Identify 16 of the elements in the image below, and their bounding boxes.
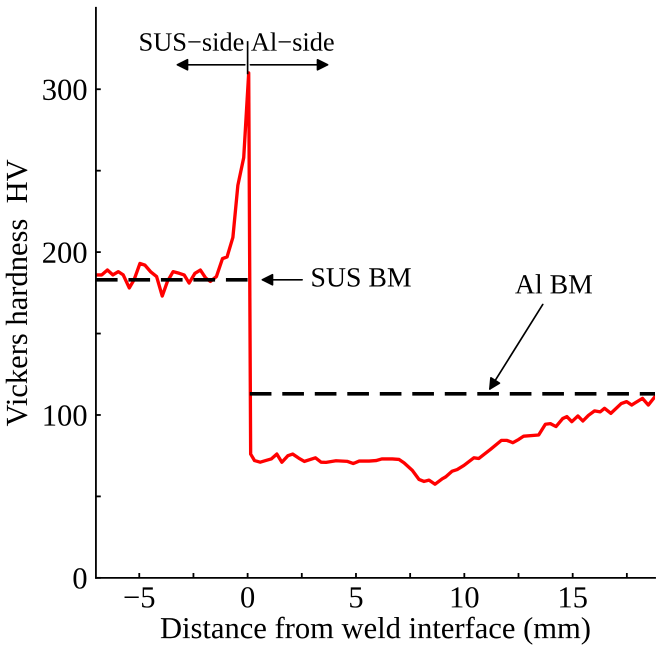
annotation: SUS BM xyxy=(312,268,411,287)
line-series xyxy=(96,71,656,486)
annotation: Al−side xyxy=(251,32,334,51)
y-tick-label: 0 xyxy=(73,568,86,589)
y-tick-label: 200 xyxy=(43,242,86,264)
annotation: Al BM xyxy=(515,274,592,294)
x-tick-label: 15 xyxy=(560,587,587,608)
y-tick-label: 100 xyxy=(44,405,86,426)
x-tick-label: 10 xyxy=(452,587,478,608)
annotation: SUS−side xyxy=(140,32,244,51)
x-tick-label: 0 xyxy=(241,587,254,608)
y-axis-title: Vickers hardness HV xyxy=(6,160,28,426)
y-tick-label: 300 xyxy=(43,80,86,100)
x-tick-label: −5 xyxy=(124,587,154,608)
x-tick-label: 5 xyxy=(350,587,362,608)
x-axis-title: Distance from weld interface (mm) xyxy=(160,616,590,645)
